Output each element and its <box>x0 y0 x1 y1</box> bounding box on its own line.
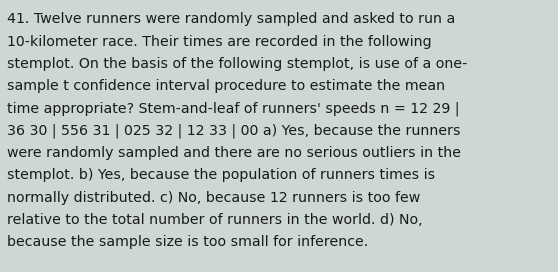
Text: 36 30 | 556 31 | 025 32 | 12 33 | 00 a) Yes, because the runners: 36 30 | 556 31 | 025 32 | 12 33 | 00 a) … <box>7 124 461 138</box>
Text: because the sample size is too small for inference.: because the sample size is too small for… <box>7 235 368 249</box>
Text: time appropriate? Stem-and-leaf of runners' speeds n = 12 29 |: time appropriate? Stem-and-leaf of runne… <box>7 101 460 116</box>
Text: 41. Twelve runners were randomly sampled and asked to run a: 41. Twelve runners were randomly sampled… <box>7 12 455 26</box>
Text: were randomly sampled and there are no serious outliers in the: were randomly sampled and there are no s… <box>7 146 461 160</box>
Text: stemplot. b) Yes, because the population of runners times is: stemplot. b) Yes, because the population… <box>7 168 435 182</box>
Text: 10-kilometer race. Their times are recorded in the following: 10-kilometer race. Their times are recor… <box>7 35 432 48</box>
Text: sample t confidence interval procedure to estimate the mean: sample t confidence interval procedure t… <box>7 79 445 93</box>
Text: relative to the total number of runners in the world. d) No,: relative to the total number of runners … <box>7 213 423 227</box>
Text: normally distributed. c) No, because 12 runners is too few: normally distributed. c) No, because 12 … <box>7 191 421 205</box>
Text: stemplot. On the basis of the following stemplot, is use of a one-: stemplot. On the basis of the following … <box>7 57 468 71</box>
